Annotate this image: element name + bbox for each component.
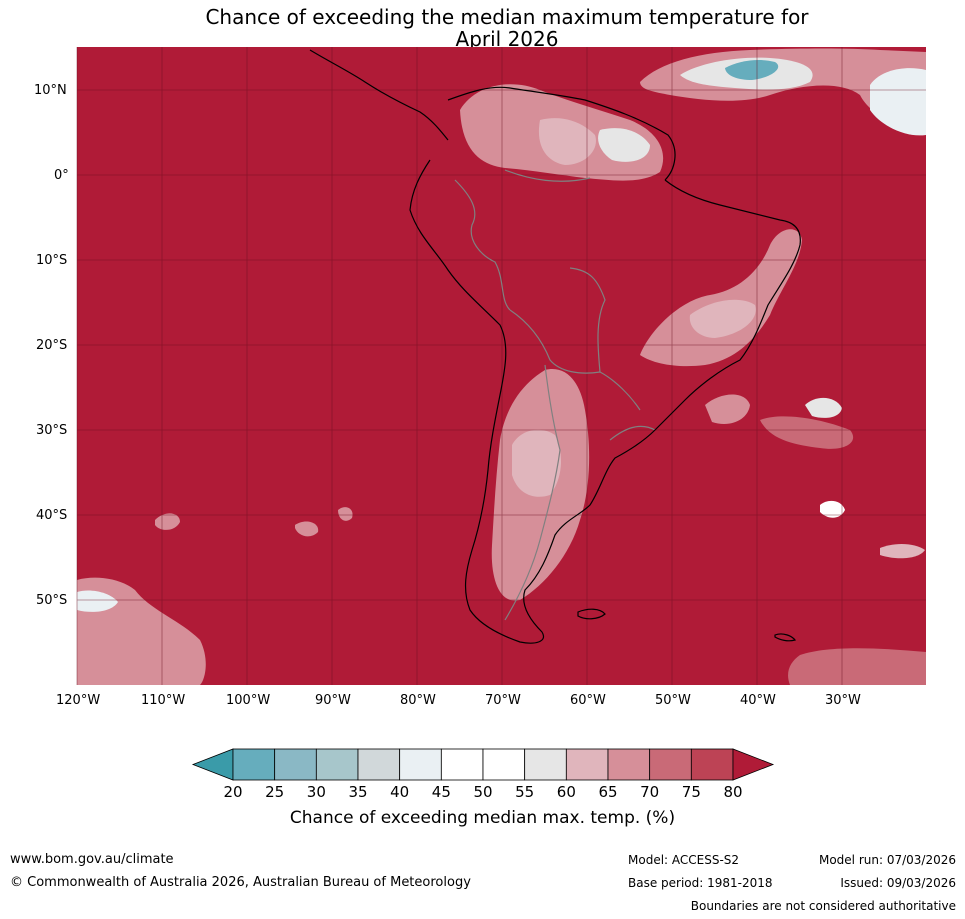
colorbar-segment bbox=[274, 748, 317, 781]
colorbar-segment bbox=[482, 748, 526, 781]
colorbar-segment bbox=[607, 748, 651, 781]
patch-brazil-east-inner bbox=[689, 299, 756, 338]
patch-south-atlantic-2 bbox=[760, 416, 854, 449]
colorbar-segment bbox=[357, 748, 401, 781]
patch-east-atlantic bbox=[870, 68, 926, 136]
colorbar-segment bbox=[440, 748, 484, 781]
colorbar-tick-label: 20 bbox=[223, 783, 243, 801]
map-title-line2: April 2026 bbox=[455, 27, 559, 51]
patch-pacific-small-1 bbox=[155, 513, 180, 530]
lat-label-30s: 30°S bbox=[36, 423, 68, 438]
colorbar-tick-label: 55 bbox=[515, 783, 535, 801]
colorbar-tick-label: 80 bbox=[723, 783, 743, 801]
lon-label-70w: 70°W bbox=[485, 693, 521, 708]
colorbar-tick-label: 35 bbox=[348, 783, 368, 801]
map-title-line1: Chance of exceeding the median maximum t… bbox=[205, 5, 809, 29]
lat-label-40s: 40°S bbox=[36, 508, 68, 523]
colorbar-tick-label: 60 bbox=[556, 783, 576, 801]
falkland-islands bbox=[577, 608, 606, 620]
footer-base-period: Base period: 1981-2018 bbox=[628, 876, 773, 890]
patch-argentina-inner bbox=[512, 429, 562, 497]
colorbar-tick-label: 70 bbox=[640, 783, 660, 801]
patch-south-atlantic-1 bbox=[705, 394, 750, 425]
colorbar bbox=[191, 748, 775, 781]
lat-label-0: 0° bbox=[54, 168, 69, 183]
south-georgia bbox=[774, 633, 797, 642]
coastlines bbox=[309, 49, 801, 644]
patch-north-atlantic-cool bbox=[725, 60, 779, 80]
footer-website[interactable]: www.bom.gov.au/climate bbox=[10, 852, 174, 867]
patch-south-atlantic-4 bbox=[820, 500, 845, 518]
colorbar-tick-label: 25 bbox=[265, 783, 285, 801]
colorbar-label: Chance of exceeding median max. temp. (%… bbox=[289, 808, 676, 828]
patch-northern-sa-inner bbox=[538, 118, 596, 165]
colorbar-segment bbox=[399, 748, 442, 781]
patch-south-atlantic-6 bbox=[788, 648, 926, 685]
colorbar-tick-label: 30 bbox=[306, 783, 326, 801]
patch-pacific-small-3 bbox=[338, 507, 353, 521]
colorbar-segment bbox=[524, 748, 567, 781]
anomaly-patches bbox=[77, 48, 926, 685]
lon-label-40w: 40°W bbox=[740, 693, 776, 708]
central-america-coast bbox=[309, 49, 449, 141]
footer-model: Model: ACCESS-S2 bbox=[628, 853, 740, 867]
lon-label-120w: 120°W bbox=[56, 693, 101, 708]
gridlines bbox=[76, 47, 926, 685]
south-america-coast bbox=[409, 159, 801, 644]
patch-guiana-inner bbox=[598, 128, 650, 162]
lon-label-50w: 50°W bbox=[655, 693, 691, 708]
footer-disclaimer: Boundaries are not considered authoritat… bbox=[690, 899, 956, 913]
colorbar-tick-label: 65 bbox=[598, 783, 618, 801]
lat-label-10n: 10°N bbox=[34, 83, 67, 98]
colorbar-segment bbox=[690, 748, 734, 781]
lon-label-30w: 30°W bbox=[825, 693, 861, 708]
colorbar-segment bbox=[232, 748, 276, 781]
colorbar-tick-label: 50 bbox=[473, 783, 493, 801]
patch-south-atlantic-3 bbox=[805, 397, 842, 418]
lat-label-50s: 50°S bbox=[36, 593, 68, 608]
colorbar-tick-label: 75 bbox=[681, 783, 701, 801]
colorbar-extend-high bbox=[732, 748, 775, 781]
lon-label-110w: 110°W bbox=[141, 693, 186, 708]
caribbean-coast bbox=[447, 86, 676, 181]
lon-label-60w: 60°W bbox=[570, 693, 606, 708]
colorbar-extend-low bbox=[191, 748, 234, 781]
colorbar-tick-label: 40 bbox=[390, 783, 410, 801]
lon-label-90w: 90°W bbox=[315, 693, 351, 708]
lat-label-20s: 20°S bbox=[36, 338, 68, 353]
lat-label-10s: 10°S bbox=[36, 253, 68, 268]
patch-se-pacific-inner bbox=[77, 590, 118, 612]
country-borders bbox=[454, 169, 656, 621]
lon-label-100w: 100°W bbox=[226, 693, 271, 708]
footer-copyright: © Commonwealth of Australia 2026, Austra… bbox=[10, 875, 471, 890]
colorbar-segment bbox=[649, 748, 692, 781]
lon-label-80w: 80°W bbox=[400, 693, 436, 708]
footer-model-run: Model run: 07/03/2026 bbox=[818, 853, 956, 867]
patch-pacific-small-2 bbox=[295, 521, 319, 537]
patch-south-atlantic-5 bbox=[880, 544, 925, 559]
footer-issued: Issued: 09/03/2026 bbox=[840, 876, 956, 890]
colorbar-tick-label: 45 bbox=[431, 783, 451, 801]
colorbar-segment bbox=[565, 748, 609, 781]
colorbar-segment bbox=[315, 748, 359, 781]
patch-brazil-east bbox=[640, 229, 802, 367]
